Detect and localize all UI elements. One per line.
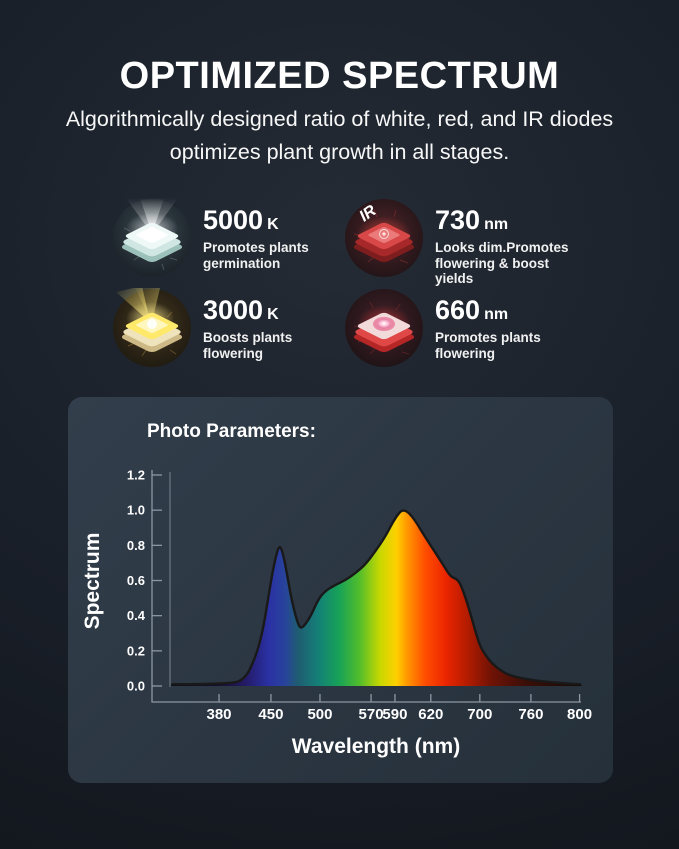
- axis-lines: [151, 470, 581, 703]
- y-tick-label: 0.8: [127, 538, 145, 553]
- feature-desc-line: Looks dim.Promotes: [435, 240, 569, 255]
- y-tick-label: 1.0: [127, 503, 145, 518]
- feature-660nm: 660 nm Promotes plants flowering: [344, 288, 576, 368]
- subtitle-line-1: Algorithmically designed ratio of white,…: [65, 107, 614, 131]
- feature-desc-line: Promotes plants: [203, 240, 309, 255]
- x-axis-title: Wavelength (nm): [292, 735, 460, 758]
- x-tick-label: 450: [258, 706, 283, 723]
- feature-unit: nm: [484, 216, 509, 233]
- spectrum-outline: [171, 509, 581, 686]
- white-led-chip-icon: [112, 198, 192, 278]
- feature-headline: 5000 K: [203, 207, 309, 238]
- y-tick-label: 0.6: [127, 573, 145, 588]
- x-tick-label: 570: [359, 706, 384, 723]
- feature-value: 3000: [203, 295, 264, 325]
- y-tick-label: 0.0: [127, 679, 145, 694]
- feature-desc-line: germination: [203, 255, 281, 271]
- page-subtitle: Algorithmically designed ratio of white,…: [0, 103, 679, 169]
- red-led-chip-icon: [344, 288, 424, 368]
- feature-desc-line: flowering: [435, 345, 495, 361]
- feature-730nm: IR 730 nm Looks dim.Promotes flowering &…: [344, 198, 576, 287]
- feature-unit: nm: [484, 306, 509, 323]
- spectrum-area: [170, 510, 582, 686]
- feature-unit: K: [267, 216, 279, 233]
- feature-5000k: 5000 K Promotes plants germination: [112, 198, 344, 278]
- x-tick-label: 500: [307, 706, 332, 723]
- feature-desc-line: flowering: [203, 345, 263, 361]
- x-tick-label: 760: [518, 706, 543, 723]
- feature-value: 730: [435, 205, 481, 235]
- subtitle-line-2: optimizes plant growth in all stages.: [169, 140, 510, 164]
- feature-value: 5000: [203, 205, 264, 235]
- y-axis-title: Spectrum: [81, 533, 104, 630]
- ir-led-chip-icon: IR: [344, 198, 424, 278]
- feature-headline: 730 nm: [435, 207, 576, 238]
- feature-3000k: 3000 K Boosts plants flowering: [112, 286, 344, 368]
- feature-unit: K: [267, 306, 279, 323]
- feature-desc-line: Boosts plants: [203, 330, 293, 345]
- feature-desc-line: flowering & boost yields: [435, 255, 549, 287]
- x-tick-label: 700: [467, 706, 492, 723]
- chart-title: Photo Parameters:: [147, 421, 316, 442]
- feature-headline: 660 nm: [435, 297, 541, 328]
- feature-desc-line: Promotes plants: [435, 330, 541, 345]
- photo-parameters-panel: Photo Parameters: 0.0 0.2 0.4 0.6 0.8 1.0 1.2 3…: [68, 397, 613, 783]
- x-tick-label: 620: [418, 706, 443, 723]
- feature-headline: 3000 K: [203, 297, 292, 328]
- y-tick-label: 1.2: [127, 468, 145, 483]
- y-tick-label: 0.4: [127, 608, 146, 623]
- y-tick-label: 0.2: [127, 643, 145, 658]
- x-tick-label: 590: [382, 706, 407, 723]
- page-title: OPTIMIZED SPECTRUM: [119, 55, 560, 97]
- x-tick-label: 800: [567, 706, 592, 723]
- feature-value: 660: [435, 295, 481, 325]
- x-tick-label: 380: [207, 706, 232, 723]
- warm-led-chip-icon: [112, 286, 192, 368]
